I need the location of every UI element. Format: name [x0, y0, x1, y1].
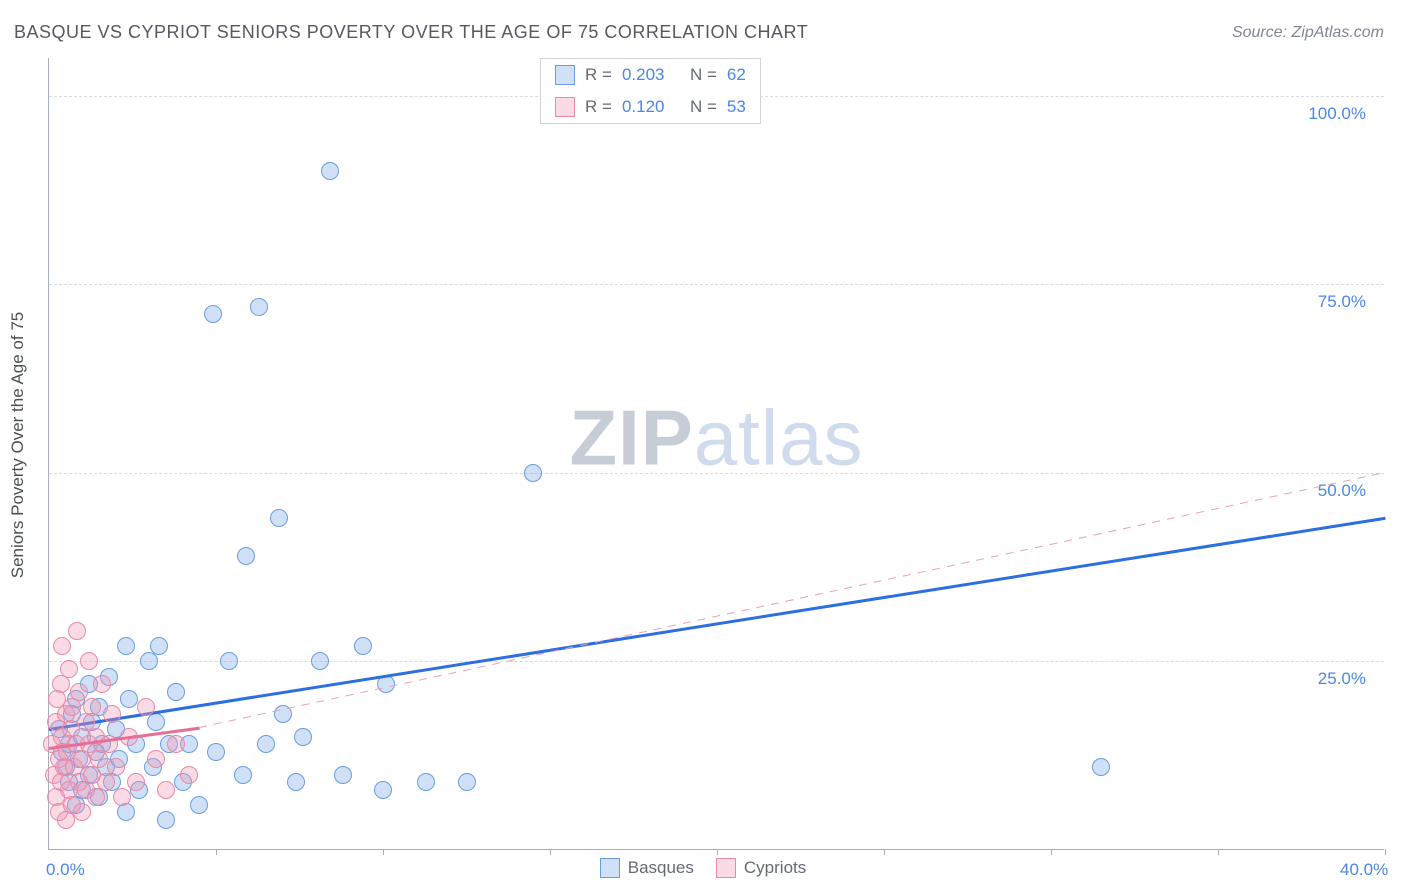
- y-tick-label: 25.0%: [1318, 669, 1366, 689]
- legend-item: Cypriots: [716, 858, 806, 878]
- x-tick-mark: [1385, 849, 1386, 855]
- data-point: [107, 758, 125, 776]
- n-value: 62: [727, 65, 746, 85]
- data-point: [207, 743, 225, 761]
- data-point: [147, 750, 165, 768]
- r-label: R =: [585, 65, 612, 85]
- data-point: [257, 735, 275, 753]
- data-point: [113, 788, 131, 806]
- r-label: R =: [585, 97, 612, 117]
- data-point: [90, 750, 108, 768]
- x-tick-mark: [717, 849, 718, 855]
- data-point: [220, 652, 238, 670]
- data-point: [1092, 758, 1110, 776]
- data-point: [93, 675, 111, 693]
- gridline: [49, 473, 1384, 474]
- data-point: [250, 298, 268, 316]
- r-value: 0.203: [622, 65, 680, 85]
- legend-label: Cypriots: [744, 858, 806, 878]
- n-label: N =: [690, 97, 717, 117]
- data-point: [270, 509, 288, 527]
- data-point: [117, 637, 135, 655]
- data-point: [157, 811, 175, 829]
- data-point: [190, 796, 208, 814]
- legend-label: Basques: [628, 858, 694, 878]
- data-point: [120, 690, 138, 708]
- n-label: N =: [690, 65, 717, 85]
- chart-title: BASQUE VS CYPRIOT SENIORS POVERTY OVER T…: [14, 22, 808, 43]
- data-point: [150, 637, 168, 655]
- x-tick-label: 40.0%: [1340, 860, 1388, 880]
- x-tick-mark: [550, 849, 551, 855]
- data-point: [60, 660, 78, 678]
- data-point: [204, 305, 222, 323]
- data-point: [237, 547, 255, 565]
- data-point: [321, 162, 339, 180]
- data-point: [127, 773, 145, 791]
- data-point: [70, 683, 88, 701]
- r-value: 0.120: [622, 97, 680, 117]
- data-point: [234, 766, 252, 784]
- y-tick-label: 100.0%: [1308, 104, 1366, 124]
- watermark: ZIPatlas: [569, 392, 863, 483]
- legend-row: R = 0.203 N = 62: [541, 59, 760, 91]
- x-tick-mark: [884, 849, 885, 855]
- data-point: [97, 773, 115, 791]
- data-point: [87, 788, 105, 806]
- data-point: [147, 713, 165, 731]
- data-point: [334, 766, 352, 784]
- trendline: [199, 472, 1385, 728]
- gridline: [49, 661, 1384, 662]
- data-point: [354, 637, 372, 655]
- data-point: [180, 766, 198, 784]
- n-value: 53: [727, 97, 746, 117]
- legend-swatch: [716, 858, 736, 878]
- data-point: [68, 622, 86, 640]
- data-point: [287, 773, 305, 791]
- data-point: [417, 773, 435, 791]
- data-point: [167, 735, 185, 753]
- x-tick-mark: [383, 849, 384, 855]
- data-point: [374, 781, 392, 799]
- data-point: [53, 637, 71, 655]
- legend-swatch: [600, 858, 620, 878]
- gridline: [49, 284, 1384, 285]
- legend-swatch: [555, 97, 575, 117]
- x-tick-mark: [1218, 849, 1219, 855]
- data-point: [80, 652, 98, 670]
- y-tick-label: 75.0%: [1318, 292, 1366, 312]
- data-point: [73, 803, 91, 821]
- series-legend: Basques Cypriots: [0, 858, 1406, 878]
- data-point: [140, 652, 158, 670]
- x-tick-mark: [216, 849, 217, 855]
- y-axis-label: Seniors Poverty Over the Age of 75: [8, 312, 28, 578]
- data-point: [524, 464, 542, 482]
- data-point: [311, 652, 329, 670]
- legend-row: R = 0.120 N = 53: [541, 91, 760, 123]
- x-tick-label: 0.0%: [46, 860, 85, 880]
- data-point: [167, 683, 185, 701]
- data-point: [83, 698, 101, 716]
- data-point: [157, 781, 175, 799]
- legend-swatch: [555, 65, 575, 85]
- data-point: [103, 705, 121, 723]
- data-point: [294, 728, 312, 746]
- chart-container: BASQUE VS CYPRIOT SENIORS POVERTY OVER T…: [0, 0, 1406, 892]
- legend-item: Basques: [600, 858, 694, 878]
- data-point: [137, 698, 155, 716]
- source-label: Source: ZipAtlas.com: [1232, 24, 1384, 42]
- correlation-legend: R = 0.203 N = 62 R = 0.120 N = 53: [540, 58, 761, 124]
- plot-area: ZIPatlas 25.0%50.0%75.0%100.0%: [48, 58, 1384, 850]
- x-tick-mark: [1051, 849, 1052, 855]
- data-point: [458, 773, 476, 791]
